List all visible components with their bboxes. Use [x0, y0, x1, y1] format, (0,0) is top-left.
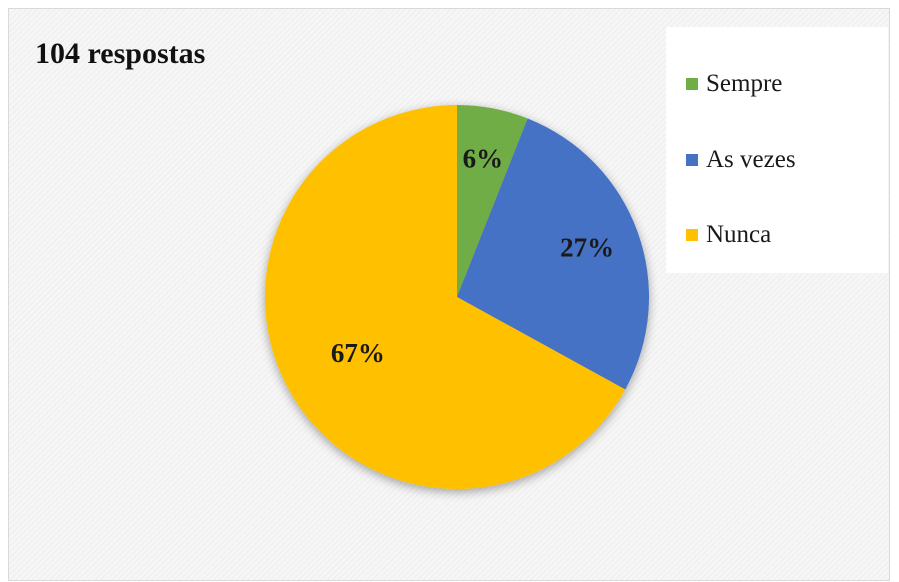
- data-label-nunca: 67%: [331, 338, 385, 368]
- legend-swatch-sempre: [686, 78, 698, 90]
- pie-chart: 6% 27% 67%: [265, 105, 649, 489]
- legend-swatch-as-vezes: [686, 154, 698, 166]
- pie-slice-sempre: [457, 105, 528, 297]
- data-label-as-vezes: 27%: [560, 232, 614, 262]
- data-label-sempre: 6%: [463, 143, 504, 173]
- legend: Sempre As vezes Nunca: [666, 27, 888, 273]
- legend-item-as-vezes: As vezes: [686, 145, 796, 175]
- legend-item-nunca: Nunca: [686, 220, 771, 250]
- pie-slice-as-vezes: [457, 118, 649, 390]
- legend-item-sempre: Sempre: [686, 69, 782, 99]
- legend-label-sempre: Sempre: [706, 70, 783, 97]
- chart-title: 104 respostas: [35, 37, 206, 70]
- chart-area: 104 respostas 6% 27% 67% Sempre As vezes N…: [8, 8, 890, 581]
- pie-slice-nunca: [265, 105, 626, 489]
- legend-swatch-nunca: [686, 229, 698, 241]
- legend-label-nunca: Nunca: [706, 221, 772, 248]
- legend-label-as-vezes: As vezes: [706, 146, 796, 173]
